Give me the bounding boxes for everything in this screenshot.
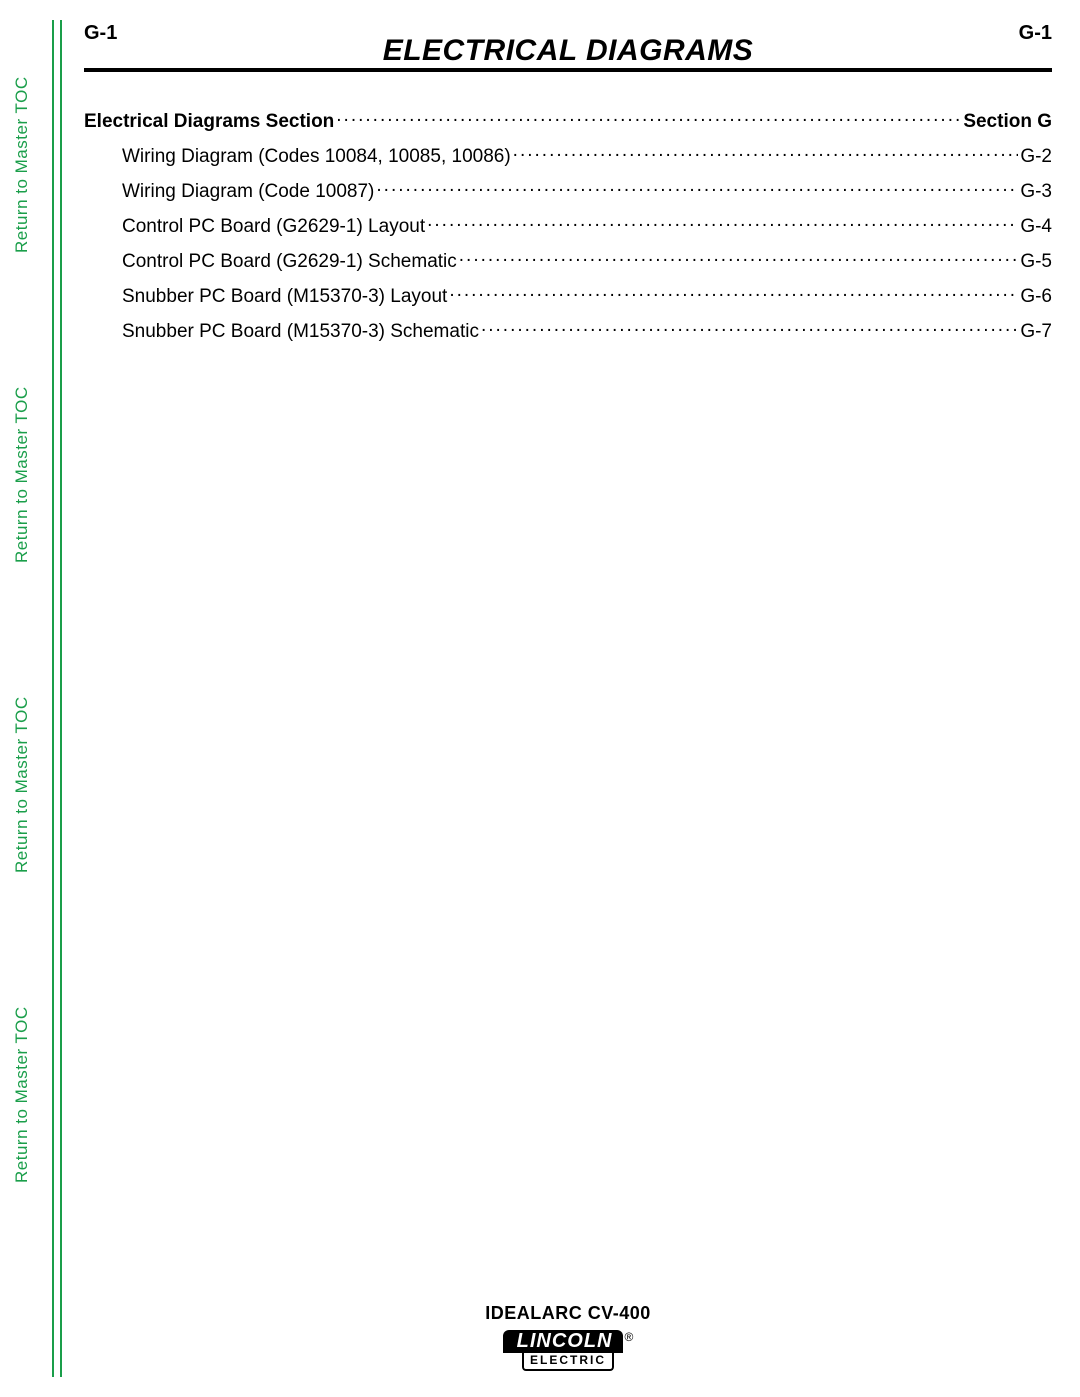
toc-leader [427,213,1018,232]
page-footer: IDEALARC CV-400 LINCOLN ® ELECTRIC [84,1303,1052,1371]
lincoln-electric-logo: LINCOLN ® ELECTRIC [503,1330,634,1371]
logo-top-text: LINCOLN [503,1330,623,1353]
toc-item-page: G-6 [1020,286,1052,308]
toc-item-row[interactable]: Wiring Diagram (Code 10087) G-3 [84,178,1052,203]
toc-item-page: G-5 [1020,251,1052,273]
toc-item-page: G-4 [1020,216,1052,238]
sidebar-rule [52,20,54,1377]
page-number-left: G-1 [84,22,117,45]
toc-leader [481,318,1018,337]
sidebar: Return to Master TOC Return to Master TO… [0,0,66,1397]
toc-item-label: Control PC Board (G2629-1) Layout [122,216,425,238]
toc-leader [336,108,961,127]
toc-item-row[interactable]: Snubber PC Board (M15370-3) Schematic G-… [84,318,1052,343]
return-master-toc-link[interactable]: Return to Master TOC [12,60,32,270]
return-master-toc-link[interactable]: Return to Master TOC [12,370,32,580]
page-body: G-1 ELECTRICAL DIAGRAMS G-1 Electrical D… [84,20,1052,1377]
toc-item-page: G-3 [1020,181,1052,203]
return-master-toc-link[interactable]: Return to Master TOC [12,990,32,1200]
page-title: ELECTRICAL DIAGRAMS [383,20,754,68]
logo-brand: LINCOLN [517,1330,613,1352]
toc-item-page: G-7 [1020,321,1052,343]
toc-item-label: Snubber PC Board (M15370-3) Layout [122,286,447,308]
toc-item-page: G-2 [1020,146,1052,168]
toc-item-row[interactable]: Wiring Diagram (Codes 10084, 10085, 1008… [84,143,1052,168]
page-number-right: G-1 [1019,22,1052,45]
toc-leader [513,143,1019,162]
return-master-toc-link[interactable]: Return to Master TOC [12,680,32,890]
toc-section-page: Section G [963,111,1052,133]
toc-item-label: Snubber PC Board (M15370-3) Schematic [122,321,479,343]
sidebar-rule [60,20,62,1377]
toc-leader [376,178,1018,197]
toc-item-row[interactable]: Control PC Board (G2629-1) Layout G-4 [84,213,1052,238]
toc-item-row[interactable]: Snubber PC Board (M15370-3) Layout G-6 [84,283,1052,308]
toc-leader [449,283,1018,302]
toc-item-row[interactable]: Control PC Board (G2629-1) Schematic G-5 [84,248,1052,273]
logo-bottom-text: ELECTRIC [522,1353,614,1371]
toc-section-label: Electrical Diagrams Section [84,111,334,133]
footer-model: IDEALARC CV-400 [84,1303,1052,1324]
toc-item-label: Wiring Diagram (Codes 10084, 10085, 1008… [122,146,511,168]
registered-icon: ® [625,1330,634,1344]
toc-leader [459,248,1019,267]
toc-item-label: Control PC Board (G2629-1) Schematic [122,251,457,273]
toc-item-label: Wiring Diagram (Code 10087) [122,181,374,203]
title-underline [84,68,1052,72]
page-header: G-1 ELECTRICAL DIAGRAMS G-1 [84,20,1052,66]
toc-section-row[interactable]: Electrical Diagrams Section Section G [84,108,1052,133]
table-of-contents: Electrical Diagrams Section Section G Wi… [84,108,1052,343]
